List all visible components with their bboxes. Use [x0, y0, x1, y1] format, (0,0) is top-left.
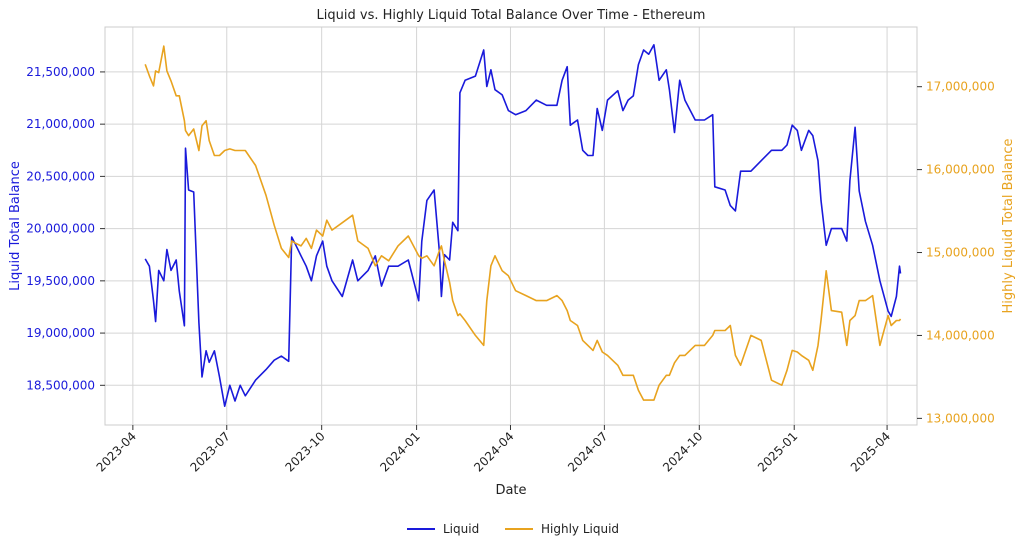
- x-tick-label: 2023-04: [94, 429, 139, 474]
- y-left-tick-label: 19,000,000: [26, 326, 95, 340]
- y-left-tick-label: 18,500,000: [26, 378, 95, 392]
- y-left-tick-label: 20,500,000: [26, 169, 95, 183]
- y-axis-right-label: Highly Liquid Total Balance: [1001, 138, 1016, 313]
- y-right-tick-label: 14,000,000: [926, 328, 995, 342]
- x-tick-label: 2023-10: [282, 429, 327, 474]
- plot-frame: [104, 26, 918, 426]
- series-lines: [144, 43, 902, 408]
- x-tick-label: 2025-01: [755, 429, 800, 474]
- x-tick-label: 2023-07: [188, 429, 233, 474]
- y-left-tick-label: 20,000,000: [26, 222, 95, 236]
- x-tick-label: 2024-04: [471, 429, 516, 474]
- x-axis-label: Date: [495, 483, 526, 498]
- x-tick-label: 2024-07: [565, 429, 610, 474]
- legend-label-highly-liquid: Highly Liquid: [541, 522, 619, 536]
- x-tick-label: 2024-01: [377, 429, 422, 474]
- series-line-highly-liquid: [144, 45, 902, 401]
- x-tick-label: 2024-10: [660, 429, 705, 474]
- y-left-tick-label: 19,500,000: [26, 274, 95, 288]
- y-right-tick-label: 16,000,000: [926, 163, 995, 177]
- y-left-tick-label: 21,000,000: [26, 117, 95, 131]
- series-line-liquid: [144, 43, 902, 408]
- y-axis-right: 13,000,000 14,000,000 15,000,000 16,000,000…: [917, 80, 995, 425]
- y-axis-left-label: Liquid Total Balance: [8, 161, 23, 291]
- y-right-tick-label: 17,000,000: [926, 80, 995, 94]
- x-tick-label: 2025-04: [848, 429, 893, 474]
- y-axis-left: 18,500,000 19,000,000 19,500,000 20,000,000…: [26, 65, 105, 392]
- chart-title: Liquid vs. Highly Liquid Total Balance O…: [317, 8, 706, 23]
- x-axis: 2023-04 2023-07 2023-10 2024-01 2024-04 2024-…: [94, 425, 893, 475]
- y-left-tick-label: 21,500,000: [26, 65, 95, 79]
- legend: Liquid Highly Liquid: [407, 522, 619, 536]
- y-right-tick-label: 15,000,000: [926, 246, 995, 260]
- y-right-tick-label: 13,000,000: [926, 411, 995, 425]
- grid: [105, 27, 917, 425]
- legend-label-liquid: Liquid: [443, 522, 479, 536]
